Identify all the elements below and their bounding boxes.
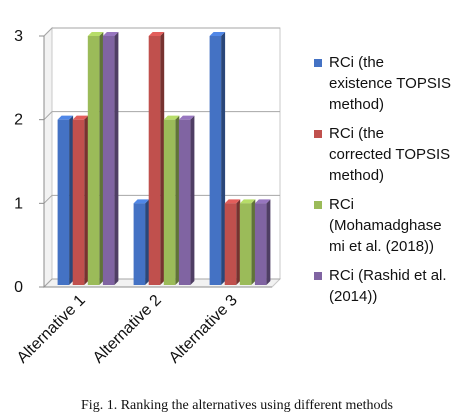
legend-swatch <box>314 130 322 138</box>
bar-front <box>72 119 85 286</box>
bar-side <box>99 32 104 285</box>
legend-swatch <box>314 272 322 280</box>
bar-side <box>221 32 226 285</box>
bar-front <box>133 203 146 285</box>
legend-label: corrected TOPSIS <box>329 146 451 163</box>
bar-side <box>251 199 256 285</box>
figure-caption: Fig. 1. Ranking the alternatives using d… <box>81 398 393 413</box>
bar-side <box>175 115 180 286</box>
bar-front <box>209 36 222 285</box>
bar <box>72 115 89 286</box>
bar-top <box>72 115 89 120</box>
bar <box>87 32 104 285</box>
bar-top <box>178 115 195 120</box>
bar-front <box>224 203 237 285</box>
bar <box>133 199 150 285</box>
bar-front <box>239 203 252 285</box>
bar-top <box>148 32 165 36</box>
y-tick-label: 0 <box>14 279 23 296</box>
bar <box>148 32 165 285</box>
bar-top <box>224 199 241 204</box>
legend-item: RCi (Mohamadghase mi et al. (2018)) <box>296 194 472 257</box>
bar-side <box>145 199 150 285</box>
x-tick-label: Alternative 2 <box>90 292 165 367</box>
legend-item: RCi (the existence TOPSIS method) <box>296 52 472 115</box>
bar-side <box>69 115 74 286</box>
bar <box>224 199 241 285</box>
bar <box>239 199 256 285</box>
bar <box>163 115 180 286</box>
bar-front <box>87 36 100 285</box>
bar-top <box>254 199 271 204</box>
bar-top <box>102 32 119 36</box>
bar-top <box>133 199 150 204</box>
bar-side <box>84 115 89 286</box>
gridline <box>43 111 280 121</box>
bar <box>57 115 74 286</box>
bar <box>178 115 195 286</box>
bar-side <box>190 115 195 286</box>
bar-side <box>160 32 165 285</box>
bar-front <box>102 36 115 285</box>
legend-label: method) <box>329 167 385 184</box>
bar <box>102 32 119 285</box>
legend-label: (Mohamadghase <box>329 217 442 234</box>
bar-front <box>57 119 70 286</box>
y-tick-label: 2 <box>14 112 23 129</box>
legend-label: existence TOPSIS <box>329 75 452 92</box>
legend-label: RCi (the <box>329 54 385 71</box>
bar <box>254 199 271 285</box>
y-tick-label: 3 <box>14 28 23 45</box>
bar-side <box>266 199 271 285</box>
bar-top <box>163 115 180 120</box>
legend-item: RCi (the corrected TOPSIS method) <box>296 123 472 186</box>
bar-side <box>236 199 241 285</box>
legend-item: RCi (Rashid et al. (2014)) <box>296 265 472 307</box>
bar-top <box>239 199 256 204</box>
bar-top <box>209 32 226 36</box>
legend-swatch <box>314 201 322 209</box>
legend-label: RCi (the <box>329 125 385 142</box>
legend-label: method) <box>329 96 385 113</box>
bar <box>209 32 226 285</box>
bar-front <box>148 36 161 285</box>
chart-legend: RCi (the existence TOPSIS method) RCi (the c… <box>296 52 472 315</box>
x-tick-label: Alternative 3 <box>166 292 241 367</box>
legend-label: mi et al. (2018)) <box>329 238 435 255</box>
x-tick-label: Alternative 1 <box>14 292 89 367</box>
bar-front <box>163 119 176 286</box>
bar-top <box>87 32 104 36</box>
bar-front <box>254 203 267 285</box>
chart-side-wall <box>43 26 53 289</box>
gridline <box>43 278 280 288</box>
legend-label: RCi <box>329 196 354 213</box>
legend-swatch <box>314 59 322 67</box>
gridline <box>43 27 280 37</box>
legend-label: (2014)) <box>329 288 378 305</box>
y-tick-label: 1 <box>14 195 23 212</box>
gridline <box>43 194 280 204</box>
bar-top <box>57 115 74 120</box>
bar-front <box>178 119 191 286</box>
bar-side <box>114 32 119 285</box>
legend-label: RCi (Rashid et al. <box>329 267 447 284</box>
